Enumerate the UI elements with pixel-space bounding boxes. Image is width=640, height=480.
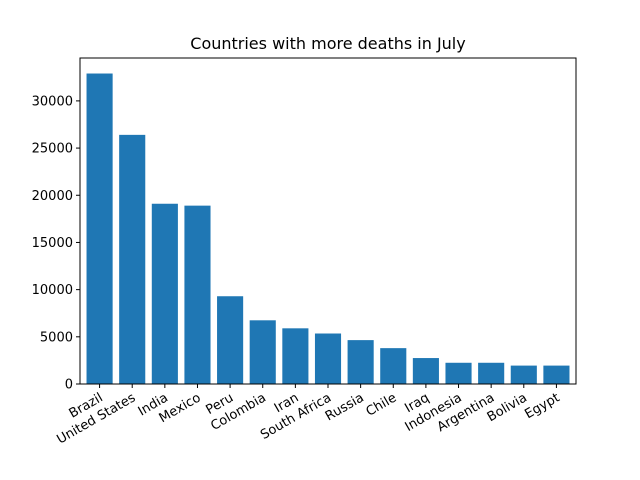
bar-mexico xyxy=(184,205,211,384)
y-axis: 0 5000 10000 15000 20000 25000 30000 xyxy=(32,94,80,393)
y-tick-label: 30000 xyxy=(32,94,73,109)
bar-india xyxy=(151,203,178,384)
plot-frame xyxy=(79,57,577,385)
bar-chile xyxy=(380,348,407,384)
chart-title: Countries with more deaths in July xyxy=(190,34,465,53)
bar-indonesia xyxy=(445,362,472,384)
bar-colombia xyxy=(249,320,276,384)
y-tick-label: 0 xyxy=(65,378,73,393)
bars-group xyxy=(86,73,570,385)
x-tick-label: Russia xyxy=(323,390,367,424)
y-tick-label: 10000 xyxy=(32,283,73,298)
bar-united-states xyxy=(119,134,146,384)
bar-argentina xyxy=(478,362,505,384)
bar-brazil xyxy=(86,73,113,385)
bar-peru xyxy=(217,296,244,384)
y-tick-label: 25000 xyxy=(32,142,73,157)
bar-bolivia xyxy=(510,365,537,384)
x-tick-label: Egypt xyxy=(522,390,562,422)
bar-russia xyxy=(347,340,374,384)
bar-iraq xyxy=(412,358,439,384)
y-tick-label: 5000 xyxy=(40,330,73,345)
y-tick-label: 20000 xyxy=(32,189,73,204)
y-tick-label: 15000 xyxy=(32,236,73,251)
bar-egypt xyxy=(543,365,570,384)
bar-south-africa xyxy=(314,333,342,384)
x-tick-label: Chile xyxy=(364,390,400,419)
bar-iran xyxy=(282,328,309,384)
